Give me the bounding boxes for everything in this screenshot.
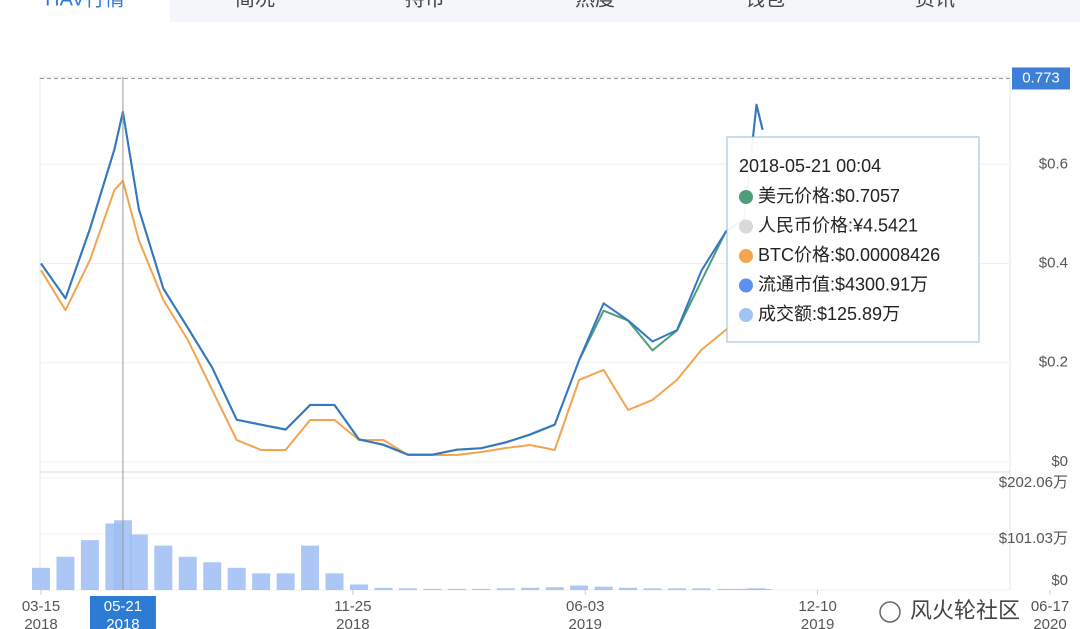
- tooltip-item: 美元价格:$0.7057: [758, 186, 900, 206]
- volume-bar: [643, 588, 662, 590]
- y-tick-label: $0: [1051, 453, 1068, 470]
- tooltip-dot: [739, 308, 753, 322]
- watermark-icon: [879, 601, 901, 623]
- volume-tick-label: $0: [1051, 572, 1068, 589]
- crosshair-label: 2018: [106, 616, 139, 629]
- x-tick-label: 2019: [569, 616, 602, 629]
- current-label-bg: [1012, 67, 1070, 90]
- y-tick-label: $0.6: [1039, 155, 1068, 172]
- volume-bar: [56, 556, 75, 590]
- volume-bar: [154, 545, 173, 590]
- price-line: [40, 103, 764, 456]
- volume-bar: [129, 534, 148, 590]
- volume-bar: [447, 588, 466, 590]
- tab-bar: [0, 0, 1080, 22]
- x-tick-label: 11-25: [334, 598, 371, 615]
- volume-bar: [545, 587, 564, 590]
- tab[interactable]: 资讯: [915, 0, 955, 10]
- volume-bar: [423, 588, 442, 590]
- tab[interactable]: 热度: [575, 0, 615, 10]
- tooltip-title: 2018-05-21 00:04: [739, 156, 881, 176]
- x-tick-label: 03-15: [22, 598, 60, 615]
- volume-tick-label: $101.03万: [999, 530, 1068, 547]
- tab[interactable]: 钱包: [745, 0, 785, 10]
- x-tick-label: 06-17: [1031, 598, 1069, 615]
- volume-bar: [32, 567, 50, 590]
- volume-bar: [276, 573, 295, 590]
- volume-bar: [325, 573, 344, 590]
- volume-bar: [203, 562, 222, 590]
- volume-bar: [594, 586, 613, 590]
- volume-bar: [374, 587, 393, 590]
- volume-bar: [716, 588, 735, 590]
- tooltip-item: 人民币价格:¥4.5421: [758, 215, 918, 235]
- tab[interactable]: HAV行情: [45, 0, 125, 10]
- volume-bar: [301, 545, 320, 590]
- x-tick-label: 12-10: [798, 598, 836, 615]
- x-tick-label: 2019: [801, 616, 834, 629]
- y-tick-label: $0.4: [1039, 255, 1068, 272]
- tab[interactable]: 简况: [235, 0, 275, 10]
- volume-bar: [521, 587, 540, 590]
- x-tick-label: 2020: [1033, 616, 1066, 629]
- crosshair-label: 05-21: [104, 598, 142, 615]
- volume-bar: [472, 588, 491, 590]
- volume-bar: [753, 588, 772, 590]
- price-line: [40, 179, 764, 456]
- tooltip-item: 成交额:$125.89万: [758, 304, 900, 324]
- volume-bar: [735, 588, 754, 590]
- volume-bar: [692, 588, 711, 590]
- watermark: 风火轮社区: [910, 598, 1020, 623]
- crosshair-label-bg: [89, 596, 156, 629]
- price-line: [40, 103, 764, 456]
- volume-bar: [398, 588, 417, 590]
- tooltip-dot: [739, 219, 753, 234]
- tooltip-dot: [739, 190, 753, 204]
- volume-bar: [227, 567, 246, 590]
- tooltip-item: 流通市值:$4300.91万: [758, 274, 928, 294]
- volume-bar: [349, 584, 368, 590]
- volume-bar: [496, 588, 515, 590]
- volume-bar: [667, 588, 686, 590]
- volume-bar: [619, 587, 638, 590]
- volume-tick-label: $202.06万: [999, 474, 1068, 491]
- volume-bar: [80, 540, 99, 590]
- volume-bar: [252, 573, 271, 590]
- tooltip-item: BTC价格:$0.00008426: [758, 245, 940, 265]
- tooltip: 2018-05-21 00:04 美元价格:$0.7057 人民币价格:¥4.542…: [726, 136, 980, 343]
- x-tick-label: 2018: [336, 616, 369, 629]
- tab[interactable]: 持币: [405, 0, 445, 10]
- y-tick-label: $0.2: [1039, 354, 1068, 371]
- tooltip-dot: [739, 249, 753, 263]
- tooltip-dot: [739, 278, 753, 293]
- x-tick-label: 2018: [24, 616, 57, 629]
- active-tab-bg: [0, 0, 170, 22]
- x-tick-label: 06-03: [566, 598, 604, 615]
- tooltip-box: [726, 136, 980, 343]
- volume-bar: [570, 585, 589, 590]
- volume-bar: [178, 556, 197, 590]
- current-label: 0.773: [1022, 69, 1060, 86]
